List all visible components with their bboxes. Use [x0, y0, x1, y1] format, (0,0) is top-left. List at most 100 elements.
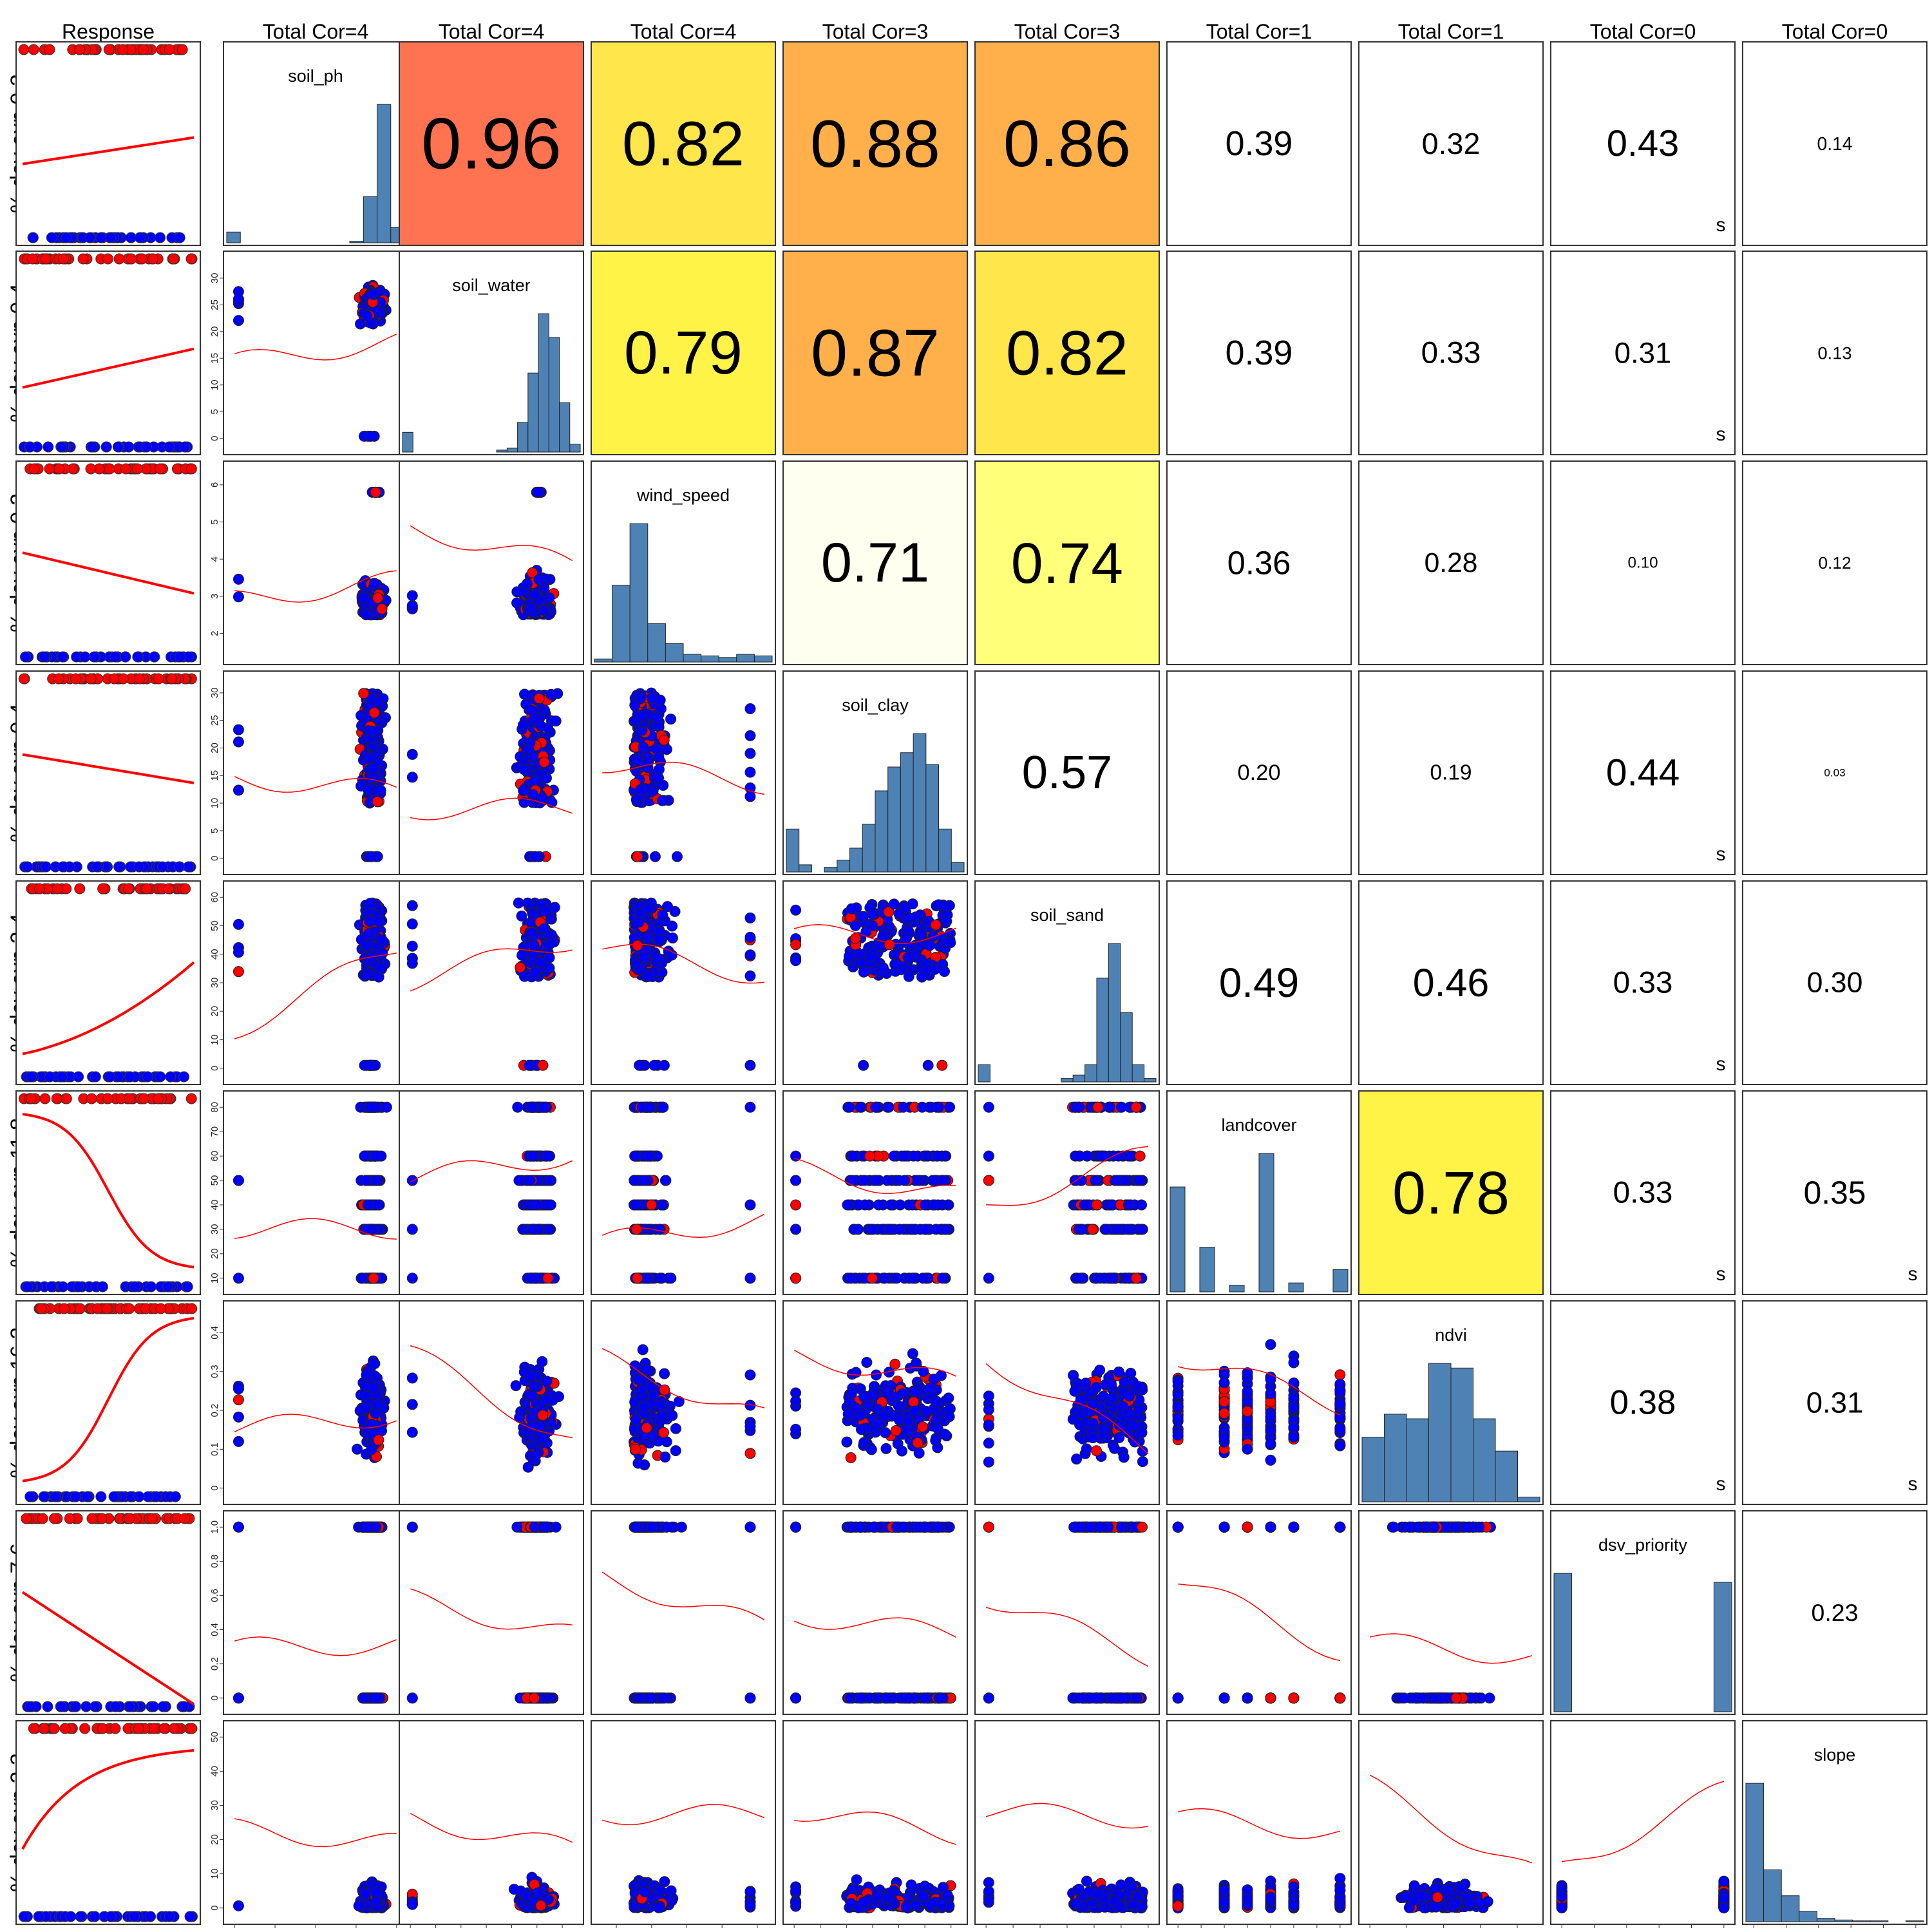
scatter-point: [745, 767, 755, 777]
scatter-point: [407, 1427, 417, 1437]
significance-marker: s: [1716, 424, 1726, 445]
y-tick-label: 30: [209, 273, 220, 284]
correlation-value: 0.33: [1613, 966, 1673, 1000]
histogram-bar: [862, 824, 875, 872]
response-point-negative: [57, 652, 68, 662]
histogram-bar: [648, 623, 666, 662]
response-point-positive: [28, 254, 38, 264]
scatter-point: [632, 1273, 643, 1283]
scatter-point: [940, 1224, 951, 1235]
scatter-point: [519, 764, 529, 775]
histogram-bar: [799, 865, 812, 872]
scatter-point: [667, 933, 677, 943]
scatter-point: [661, 1175, 671, 1186]
response-point-negative: [149, 652, 160, 662]
correlation-panel: 0.71: [783, 461, 967, 665]
scatter-point: [407, 1399, 417, 1410]
scatter-point: [745, 913, 755, 923]
panel-background: [16, 1511, 200, 1714]
scatter-point: [357, 1273, 367, 1283]
response-point-negative: [134, 862, 144, 872]
histogram-bar: [402, 432, 413, 452]
scatter-point: [359, 592, 369, 603]
scatter-point: [544, 592, 554, 603]
response-point-positive: [60, 1723, 70, 1734]
scatter-point: [791, 1175, 801, 1186]
histogram-bar: [837, 860, 850, 872]
scatter-point: [853, 1224, 863, 1235]
scatter-point: [514, 1175, 524, 1186]
column-title: Total Cor=1: [1398, 20, 1504, 43]
scatter-point: [377, 948, 388, 958]
response-point-positive: [156, 1303, 166, 1314]
correlation-panel: 0.32: [1359, 42, 1543, 245]
scatter-point: [629, 1175, 639, 1186]
histogram-bar: [786, 829, 799, 872]
response-point-positive: [180, 1513, 190, 1524]
scatter-point: [745, 1060, 755, 1070]
correlation-value: 0.28: [1425, 547, 1478, 578]
scatter-point: [630, 1151, 641, 1161]
scatter-point: [983, 1151, 994, 1161]
panel-background: [16, 881, 200, 1084]
response-point-negative: [185, 1911, 195, 1922]
correlation-value: 0.31: [1615, 337, 1672, 370]
scatter-point: [644, 1151, 654, 1161]
correlation-panel: 0.86: [975, 42, 1159, 245]
correlation-panel: 0.03: [1743, 671, 1927, 875]
scatter-point: [546, 689, 556, 699]
scatter-point: [536, 1421, 546, 1431]
correlation-value: 0.71: [821, 532, 929, 594]
response-point-positive: [124, 1303, 134, 1314]
scatter-point: [983, 1273, 994, 1283]
scatter-point: [527, 1391, 538, 1401]
scatter-point: [524, 744, 534, 754]
y-tick-label: 30: [209, 687, 220, 698]
scatter-point: [370, 1358, 380, 1368]
scatter-point: [878, 931, 888, 942]
correlation-value: 0.32: [1422, 127, 1481, 160]
scatter-point: [854, 1200, 864, 1210]
scatter-point: [791, 905, 801, 915]
y-tick-label: 10: [209, 1273, 220, 1283]
column-title: Total Cor=3: [822, 20, 929, 43]
scatter-point: [917, 1102, 927, 1112]
scatter-panel: [975, 1091, 1159, 1294]
scatter-point: [361, 1175, 372, 1186]
scatter-point: [638, 742, 649, 752]
histogram-bar: [1259, 1153, 1274, 1292]
scatter-point: [933, 1151, 943, 1161]
scatter-point: [659, 735, 669, 745]
scatter-point: [631, 1224, 641, 1235]
scatter-point: [878, 963, 888, 973]
response-point-negative: [166, 1072, 176, 1082]
histogram-bar: [570, 444, 580, 452]
scatter-point: [359, 688, 369, 699]
scatter-point: [842, 1200, 853, 1210]
scatter-point: [983, 1175, 994, 1186]
scatter-point: [654, 954, 664, 964]
variable-name: soil_water: [452, 276, 531, 295]
scatter-panel: [223, 1301, 408, 1504]
response-point-negative: [109, 1492, 119, 1502]
response-point-negative: [75, 1911, 86, 1922]
scatter-point: [233, 1395, 243, 1405]
scatter-point: [233, 785, 243, 795]
response-point-negative: [164, 442, 175, 452]
response-point-positive: [168, 254, 178, 264]
response-point-negative: [134, 1492, 144, 1502]
scatter-point: [407, 591, 417, 601]
scatter-point: [904, 913, 914, 923]
scatter-point: [865, 952, 875, 962]
response-point-positive: [59, 254, 69, 264]
scatter-point: [652, 712, 662, 723]
scatter-panel: [223, 461, 408, 665]
response-point-negative: [170, 1492, 180, 1502]
response-point-negative: [110, 652, 120, 662]
scatter-point: [1108, 1273, 1119, 1283]
response-point-negative: [73, 1072, 84, 1082]
histogram-bar: [1108, 943, 1120, 1082]
correlation-value: 0.82: [1006, 318, 1128, 388]
scatter-point: [1134, 1175, 1144, 1186]
histogram-bar: [1144, 1079, 1156, 1082]
